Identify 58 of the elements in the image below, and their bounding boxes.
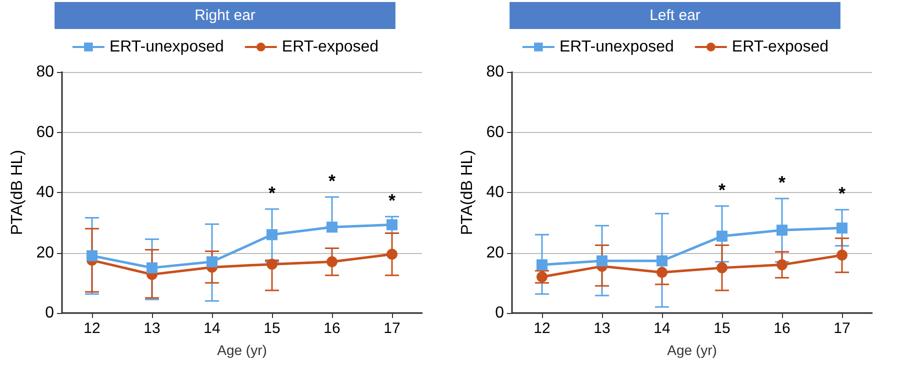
x-tick-label: 12 [534,320,550,337]
legend-label: ERT-exposed [732,38,829,56]
point [836,222,848,234]
point [266,258,278,270]
point [386,219,398,230]
annotation: * [778,172,786,193]
point [656,266,668,278]
legend-label: ERT-unexposed [109,38,224,56]
y-axis-title: PTA(dB HL) [458,150,476,236]
x-tick-label: 17 [834,320,850,337]
x-tick-label: 16 [324,320,340,337]
annotation: * [838,184,846,204]
y-tick-label: 60 [36,124,54,141]
y-tick-label: 40 [486,184,504,201]
point [86,250,98,262]
x-tick-label: 15 [264,320,280,337]
chart-title: Left ear [650,7,700,24]
point [206,256,218,268]
point [386,248,398,260]
x-tick-label: 12 [84,320,100,337]
y-tick-label: 0 [45,304,54,322]
y-axis-title: PTA(dB HL) [8,150,26,236]
x-tick-label: 13 [144,320,160,337]
point [716,262,728,274]
annotation: * [328,171,336,192]
x-tick-label: 15 [714,320,730,337]
point [596,255,608,266]
x-tick-label: 17 [384,320,400,337]
y-tick-label: 60 [486,124,504,141]
x-axis-title: Age (yr) [217,342,267,358]
annotation: * [388,190,396,211]
y-tick-label: 20 [36,244,54,262]
point [776,259,788,270]
point [146,262,158,274]
point [656,255,668,266]
point [836,250,848,261]
x-axis-title: Age (yr) [667,342,717,358]
y-tick-label: 80 [486,64,504,80]
x-tick-label: 13 [594,320,610,337]
annotation: * [718,180,726,200]
point [326,256,338,268]
y-tick-label: 0 [495,304,504,322]
point [776,224,788,236]
chart-title: Right ear [194,7,256,24]
legend-label: ERT-unexposed [559,38,674,56]
y-tick-label: 20 [486,244,504,262]
point [716,230,728,242]
point [536,271,548,282]
y-tick-label: 80 [36,64,54,80]
annotation: * [268,183,276,204]
legend-label: ERT-exposed [282,38,379,56]
x-tick-label: 14 [654,320,670,337]
point [266,229,278,240]
point [536,259,548,270]
y-tick-label: 40 [36,184,54,201]
x-tick-label: 14 [204,320,220,337]
point [326,222,338,233]
x-tick-label: 16 [774,320,790,337]
